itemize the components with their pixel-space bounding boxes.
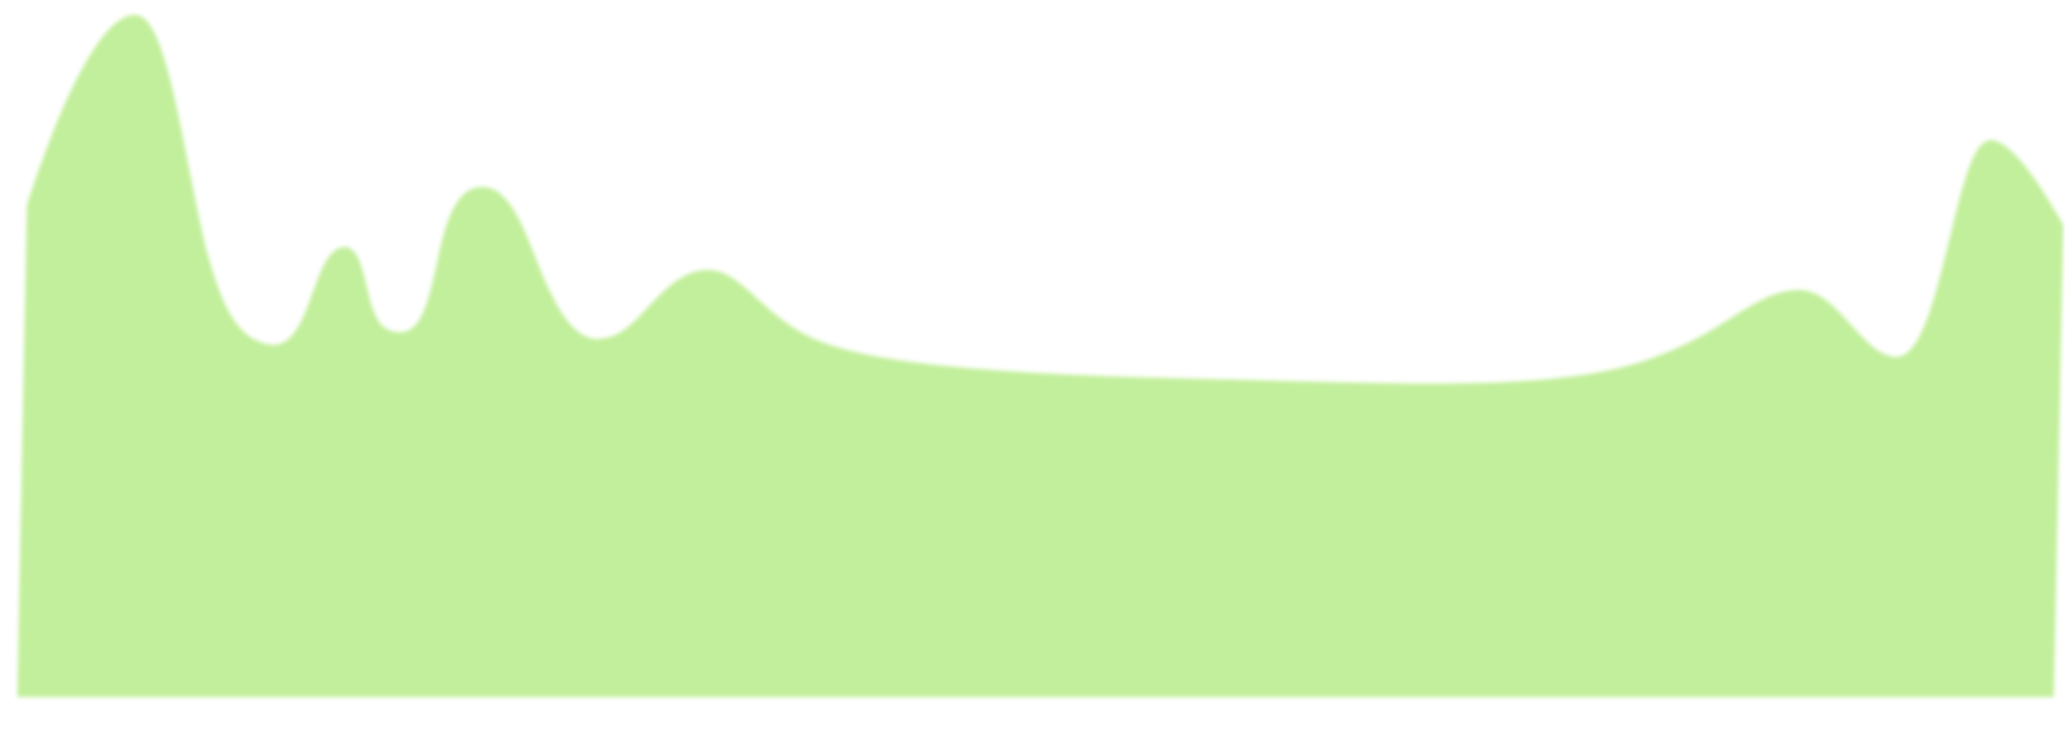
green-wave-shape (17, 14, 2064, 698)
